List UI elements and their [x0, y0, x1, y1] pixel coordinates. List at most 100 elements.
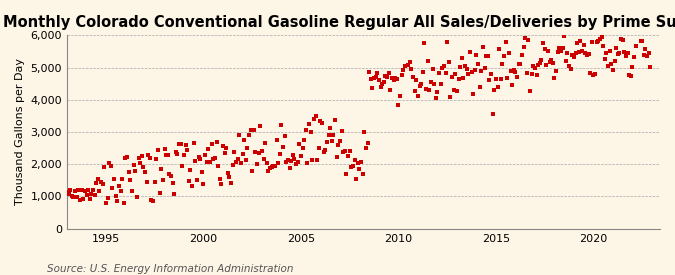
Point	[154, 190, 165, 195]
Point	[505, 69, 516, 73]
Point	[447, 75, 458, 79]
Point	[187, 184, 198, 188]
Point	[432, 90, 443, 95]
Point	[588, 73, 599, 77]
Point	[182, 148, 192, 152]
Point	[333, 143, 344, 147]
Point	[250, 150, 261, 155]
Point	[215, 177, 225, 182]
Point	[265, 165, 275, 170]
Point	[157, 178, 168, 182]
Point	[88, 188, 99, 192]
Point	[247, 169, 258, 173]
Point	[622, 51, 633, 55]
Point	[269, 164, 280, 168]
Point	[567, 53, 578, 57]
Point	[562, 50, 573, 55]
Point	[512, 75, 522, 79]
Point	[338, 150, 348, 155]
Point	[552, 50, 563, 54]
Point	[520, 36, 531, 40]
Point	[61, 190, 72, 195]
Point	[633, 29, 644, 34]
Point	[221, 146, 232, 150]
Point	[645, 65, 655, 69]
Point	[502, 76, 513, 80]
Point	[369, 76, 379, 80]
Point	[425, 80, 436, 84]
Point	[146, 198, 157, 202]
Point	[231, 160, 242, 164]
Point	[268, 163, 279, 168]
Point	[437, 66, 448, 70]
Point	[104, 161, 115, 166]
Point	[364, 70, 375, 75]
Text: Source: U.S. Energy Information Administration: Source: U.S. Energy Information Administ…	[47, 264, 294, 274]
Point	[637, 39, 647, 43]
Point	[180, 143, 191, 148]
Point	[409, 89, 420, 93]
Point	[336, 129, 347, 133]
Point	[156, 167, 167, 172]
Point	[578, 42, 589, 47]
Point	[122, 155, 132, 160]
Point	[209, 156, 220, 161]
Point	[352, 161, 363, 165]
Point	[349, 158, 360, 162]
Point	[256, 148, 267, 153]
Point	[472, 62, 483, 66]
Point	[312, 158, 323, 162]
Point	[110, 194, 121, 199]
Point	[385, 88, 396, 92]
Point	[248, 128, 259, 133]
Point	[279, 134, 290, 139]
Point	[283, 158, 294, 162]
Point	[144, 156, 155, 160]
Point	[240, 157, 251, 162]
Point	[229, 150, 240, 155]
Point	[96, 180, 107, 184]
Point	[135, 160, 146, 165]
Point	[460, 64, 470, 68]
Point	[469, 68, 480, 73]
Point	[190, 158, 200, 163]
Point	[281, 159, 292, 164]
Point	[504, 51, 514, 56]
Point	[515, 62, 526, 67]
Point	[94, 189, 105, 193]
Point	[72, 195, 82, 200]
Point	[599, 57, 610, 61]
Point	[590, 72, 601, 76]
Point	[620, 54, 631, 59]
Point	[255, 124, 266, 128]
Point	[288, 152, 298, 157]
Point	[610, 59, 620, 63]
Point	[499, 54, 510, 58]
Point	[417, 70, 428, 74]
Point	[317, 121, 327, 126]
Point	[68, 195, 79, 199]
Point	[377, 81, 387, 86]
Point	[200, 153, 211, 157]
Point	[307, 158, 318, 162]
Point	[296, 154, 306, 158]
Point	[521, 71, 532, 75]
Point	[367, 86, 378, 90]
Point	[321, 139, 332, 144]
Point	[92, 177, 103, 181]
Point	[464, 50, 475, 54]
Point	[304, 122, 315, 126]
Point	[392, 77, 402, 81]
Point	[143, 153, 154, 157]
Point	[140, 170, 151, 174]
Point	[564, 64, 574, 68]
Point	[543, 49, 554, 53]
Point	[416, 81, 427, 86]
Point	[591, 40, 602, 44]
Point	[412, 94, 423, 98]
Point	[528, 64, 539, 68]
Point	[236, 161, 246, 165]
Point	[63, 192, 74, 196]
Point	[115, 189, 126, 194]
Point	[76, 188, 87, 192]
